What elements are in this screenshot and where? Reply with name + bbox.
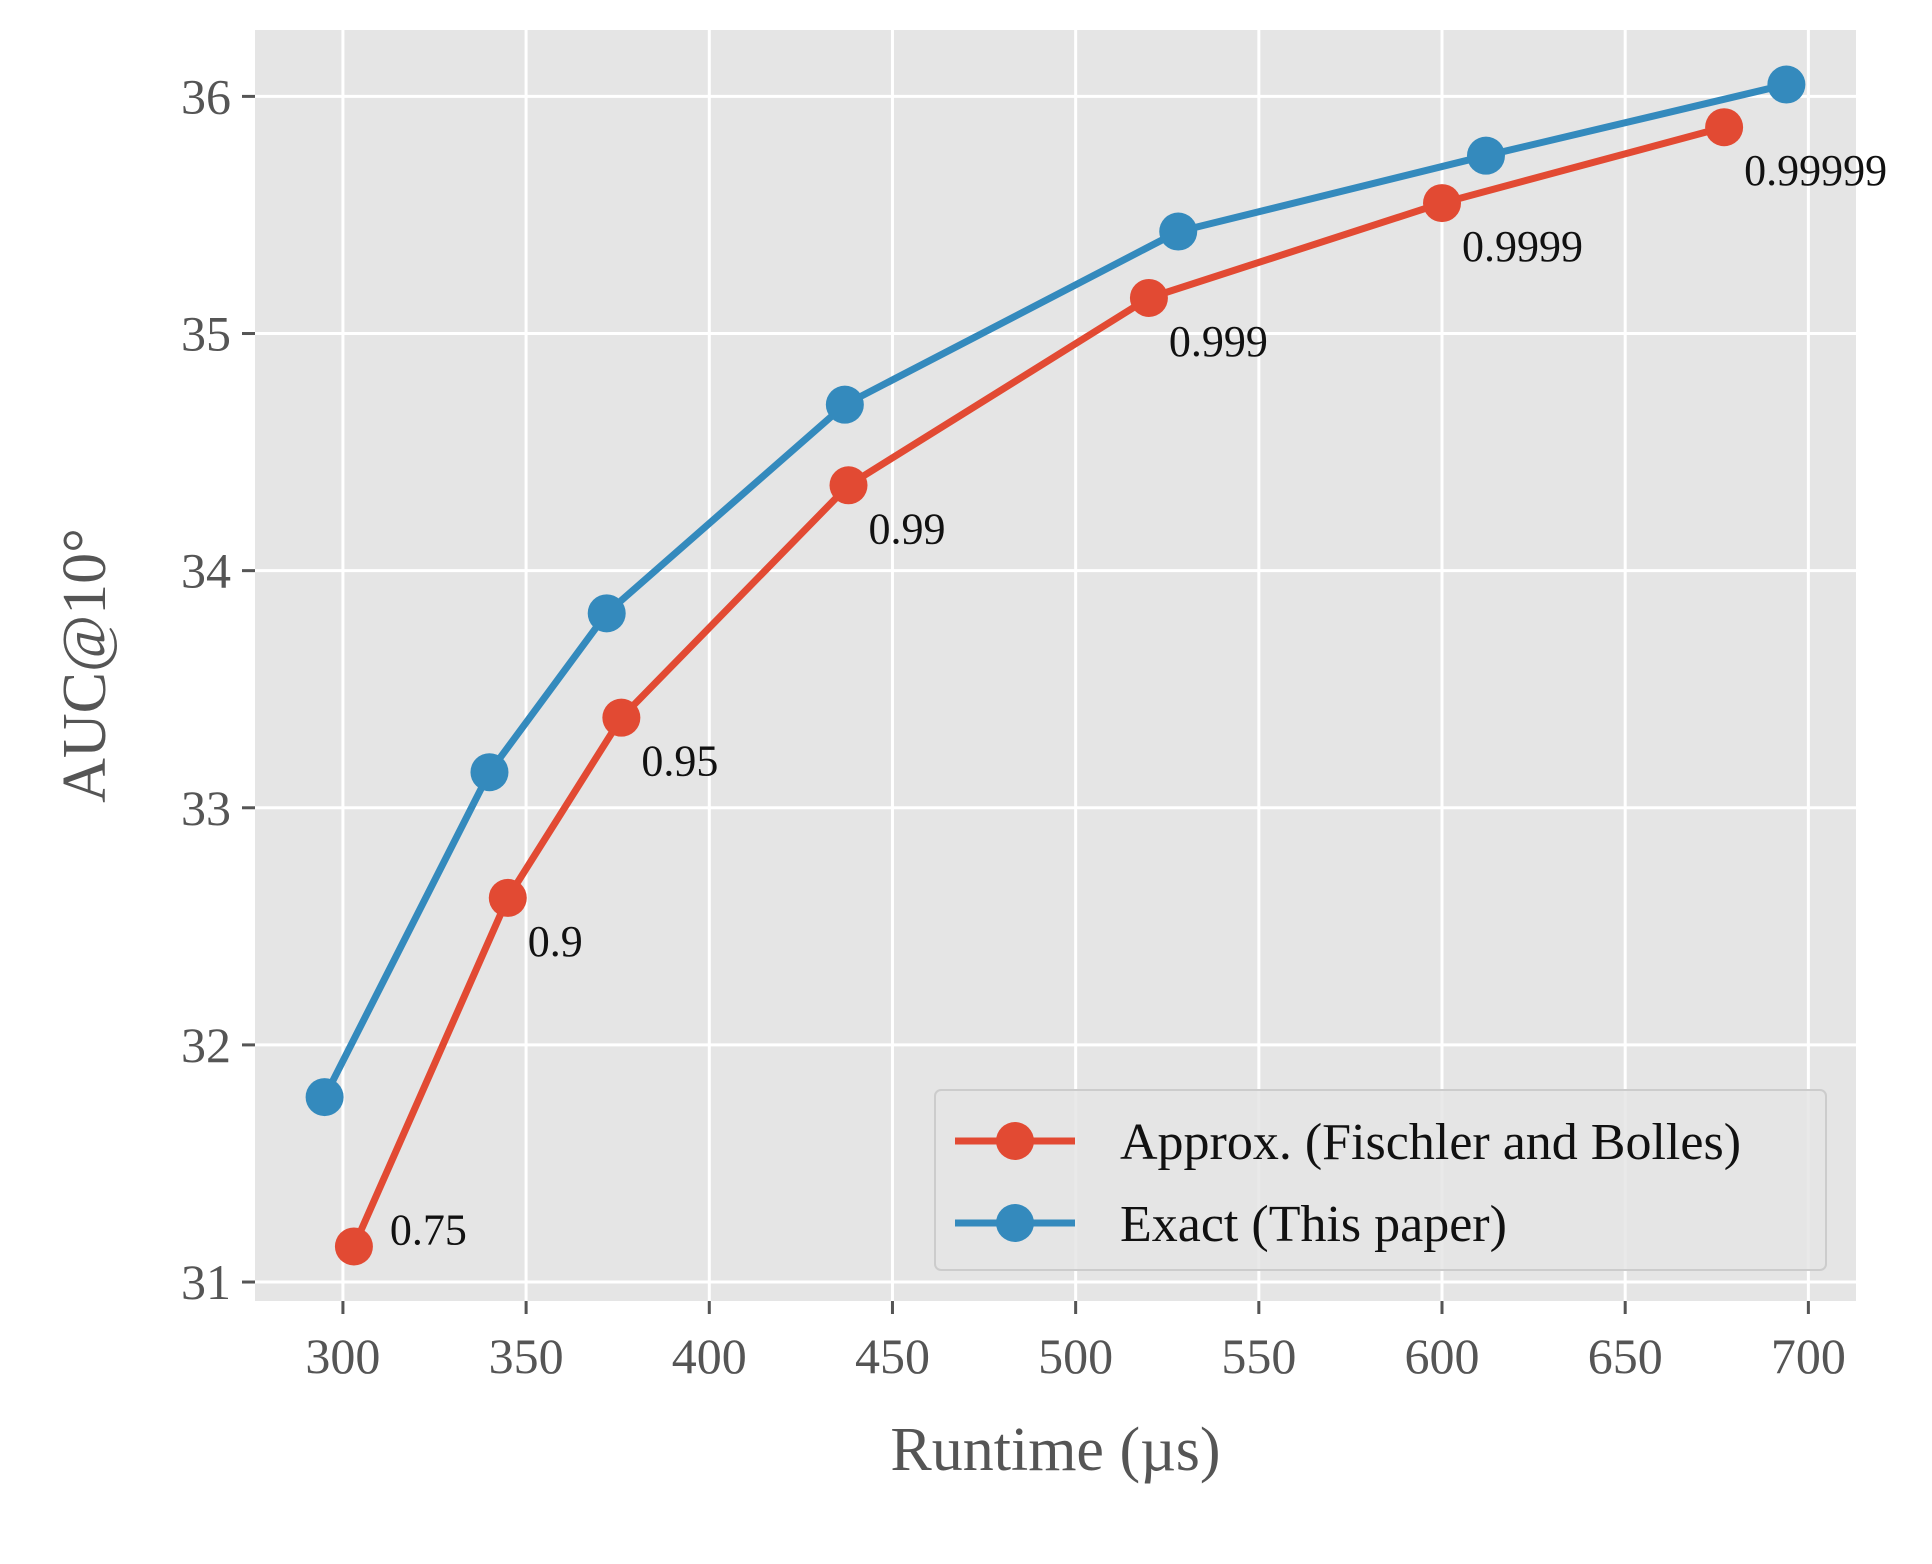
legend-marker (996, 1204, 1034, 1242)
series-0-point (1705, 108, 1744, 147)
y-tick-label: 32 (181, 1017, 231, 1073)
x-tick-label: 500 (1038, 1328, 1113, 1384)
series-1-point (1466, 136, 1505, 175)
point-labels: 0.75 0.9 0.95 0.99 0.999 0.9999 0.99999 (390, 146, 1887, 1254)
legend: Approx. (Fischler and Bolles) Exact (This… (934, 1089, 1827, 1271)
series-0-point (1423, 184, 1462, 223)
series-1-point (825, 385, 864, 424)
point-label: 0.999 (1169, 317, 1268, 366)
point-label: 0.99999 (1744, 146, 1887, 195)
series-1-point (1159, 212, 1198, 251)
series-1-point (470, 753, 509, 792)
point-label: 0.75 (390, 1205, 467, 1254)
ticks: 300 350 400 450 500 550 600 650 700 31 32 33 34 35 36 (181, 68, 1846, 1384)
x-tick-label: 700 (1771, 1328, 1846, 1384)
x-axis-label: Runtime (µs) (890, 1416, 1220, 1484)
grid (255, 30, 1856, 1301)
x-tick-label: 400 (672, 1328, 747, 1384)
point-label: 0.99 (869, 504, 946, 553)
point-label: 0.9 (528, 917, 583, 966)
y-tick-label: 36 (181, 68, 231, 124)
series-1-point (305, 1078, 344, 1117)
y-tick-label: 34 (181, 543, 231, 599)
legend-marker (996, 1122, 1034, 1160)
y-tick-label: 31 (181, 1254, 231, 1310)
legend-entry: Exact (This paper) (1120, 1196, 1507, 1253)
legend-box (934, 1089, 1827, 1271)
series-0-point (1129, 278, 1168, 317)
legend-entry: Approx. (Fischler and Bolles) (1120, 1114, 1741, 1171)
series-1-point (587, 594, 626, 633)
series-0-point (602, 698, 641, 737)
series-0-point (488, 878, 527, 917)
series-1-point (1767, 65, 1806, 104)
y-tick-label: 33 (181, 780, 231, 836)
x-tick-label: 600 (1405, 1328, 1480, 1384)
x-tick-label: 300 (305, 1328, 380, 1384)
y-axis-label: AUC@10° (51, 528, 119, 803)
x-tick-label: 550 (1221, 1328, 1296, 1384)
x-tick-label: 350 (489, 1328, 564, 1384)
series-0-point (334, 1227, 373, 1266)
x-tick-label: 450 (855, 1328, 930, 1384)
series-0-point (829, 466, 868, 505)
point-label: 0.9999 (1462, 222, 1583, 271)
series-layer (305, 65, 1806, 1266)
point-label: 0.95 (641, 737, 718, 786)
x-tick-label: 650 (1588, 1328, 1663, 1384)
y-tick-label: 35 (181, 306, 231, 362)
